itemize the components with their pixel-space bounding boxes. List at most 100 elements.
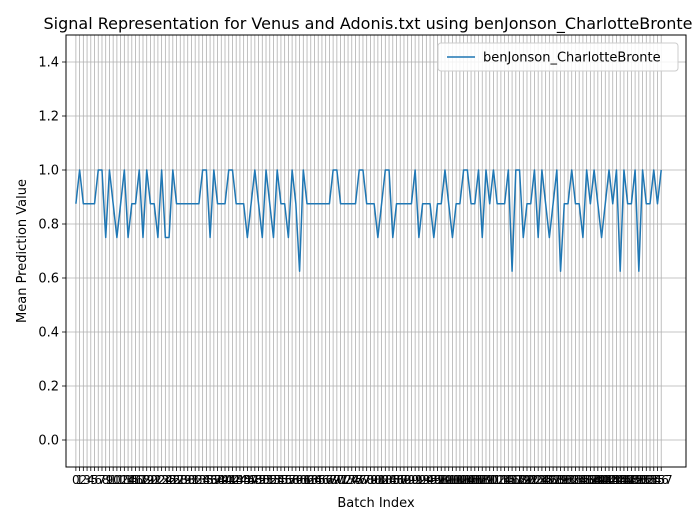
x-tick-label: 40 — [217, 473, 232, 487]
x-tick-label: 48 — [247, 473, 262, 487]
x-tick-label: 70 — [329, 473, 344, 487]
x-tick-label: 67 — [318, 473, 333, 487]
x-tick-label: 113 — [486, 473, 509, 487]
data-point — [280, 203, 282, 205]
x-tick-label: 29 — [176, 473, 191, 487]
data-point — [369, 203, 371, 205]
data-point — [153, 203, 155, 205]
x-tick-label: 3 — [83, 473, 91, 487]
x-tick-label: 82 — [374, 473, 389, 487]
data-point — [507, 169, 509, 171]
data-point — [515, 169, 517, 171]
x-tick-label: 74 — [344, 473, 359, 487]
data-point — [243, 203, 245, 205]
data-point — [291, 169, 293, 171]
x-tick-label: 141 — [590, 473, 613, 487]
x-tick-label: 32 — [188, 473, 203, 487]
data-point — [489, 203, 491, 205]
x-tick-label: 139 — [583, 473, 606, 487]
data-point — [589, 203, 591, 205]
x-tick-label: 33 — [191, 473, 206, 487]
data-point — [190, 203, 192, 205]
data-point — [571, 169, 573, 171]
data-point — [422, 203, 424, 205]
data-point — [407, 203, 409, 205]
data-point — [392, 237, 394, 239]
x-tick-label: 99 — [437, 473, 452, 487]
x-tick-label: 24 — [158, 473, 173, 487]
data-point — [574, 203, 576, 205]
x-tick-label: 2 — [80, 473, 88, 487]
data-point — [649, 203, 651, 205]
x-tick-label: 117 — [501, 473, 524, 487]
grid — [66, 35, 686, 467]
data-point — [325, 203, 327, 205]
x-tick-label: 17 — [132, 473, 147, 487]
data-point — [302, 169, 304, 171]
x-tick-label: 136 — [571, 473, 594, 487]
x-tick-label: 154 — [639, 473, 662, 487]
data-point — [127, 237, 129, 239]
x-tick-label: 135 — [568, 473, 591, 487]
data-point — [567, 203, 569, 205]
data-point — [205, 169, 207, 171]
x-tick-label: 54 — [270, 473, 285, 487]
data-point — [269, 203, 271, 205]
x-tick-label: 66 — [314, 473, 329, 487]
y-tick-label: 0.8 — [38, 218, 59, 233]
x-tick-label: 122 — [519, 473, 542, 487]
x-tick-label: 34 — [195, 473, 210, 487]
data-point — [176, 203, 178, 205]
x-tick-label: 19 — [139, 473, 154, 487]
data-point — [202, 169, 204, 171]
data-point — [630, 203, 632, 205]
x-tick-label: 37 — [206, 473, 221, 487]
x-tick-label: 137 — [575, 473, 598, 487]
data-point — [336, 169, 338, 171]
data-point — [384, 169, 386, 171]
data-point — [362, 169, 364, 171]
data-point — [448, 203, 450, 205]
data-point — [213, 169, 215, 171]
x-tick-label: 144 — [601, 473, 624, 487]
data-point — [108, 169, 110, 171]
x-tick-label: 8 — [102, 473, 110, 487]
x-tick-label: 79 — [363, 473, 378, 487]
x-tick-label: 18 — [135, 473, 150, 487]
data-point — [120, 203, 122, 205]
x-tick-label: 127 — [538, 473, 561, 487]
x-tick-label: 15 — [124, 473, 139, 487]
data-point — [135, 203, 137, 205]
x-axis-ticks: 0123456789101112131415161718192021222324… — [72, 467, 673, 487]
x-tick-label: 100 — [437, 473, 460, 487]
x-tick-label: 31 — [184, 473, 199, 487]
data-point — [168, 237, 170, 239]
x-tick-label: 7 — [98, 473, 106, 487]
data-point — [142, 237, 144, 239]
data-point — [198, 203, 200, 205]
x-tick-label: 69 — [325, 473, 340, 487]
data-point — [474, 203, 476, 205]
data-point — [258, 203, 260, 205]
data-point — [358, 169, 360, 171]
data-point — [183, 203, 185, 205]
x-tick-label: 75 — [348, 473, 363, 487]
x-tick-label: 41 — [221, 473, 236, 487]
data-point — [619, 270, 621, 272]
data-point — [623, 169, 625, 171]
data-point — [377, 237, 379, 239]
data-point — [101, 169, 103, 171]
data-point — [526, 203, 528, 205]
x-tick-label: 25 — [161, 473, 176, 487]
data-point — [217, 203, 219, 205]
data-point — [500, 203, 502, 205]
data-point — [75, 203, 77, 205]
x-tick-label: 73 — [340, 473, 355, 487]
legend-label: benJonson_CharlotteBronte — [483, 51, 661, 66]
data-point — [604, 203, 606, 205]
x-tick-label: 39 — [214, 473, 229, 487]
data-point — [642, 169, 644, 171]
data-point — [276, 169, 278, 171]
x-tick-label: 45 — [236, 473, 251, 487]
